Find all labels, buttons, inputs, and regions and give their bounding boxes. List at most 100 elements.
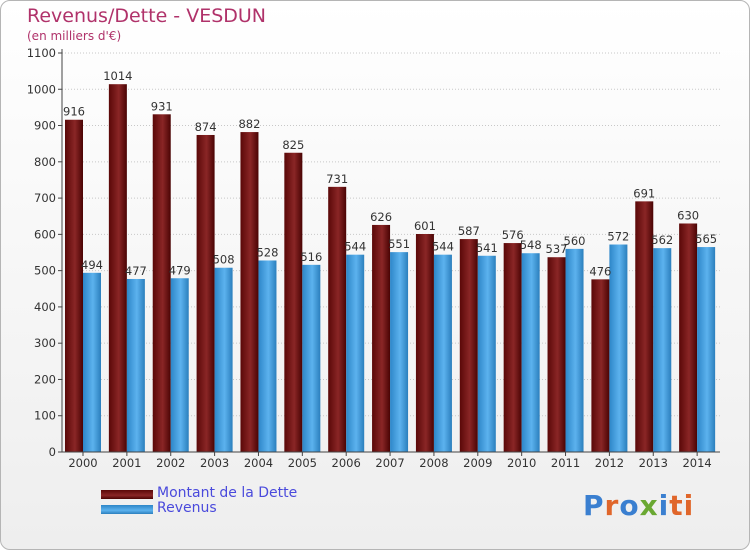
revenue-value-label: 479: [169, 263, 191, 277]
debt-value-label: 825: [282, 138, 304, 152]
revenue-bar: [653, 248, 672, 452]
revenue-value-label: 565: [695, 232, 717, 246]
debt-value-label: 601: [414, 219, 436, 233]
revenue-value-label: 516: [300, 250, 322, 264]
x-tick-label: 2002: [156, 456, 185, 470]
debt-value-label: 931: [151, 99, 173, 113]
x-tick-label: 2009: [463, 456, 492, 470]
revenue-bar: [170, 278, 189, 452]
logo-letter: t: [669, 489, 684, 522]
y-tick-label: 400: [34, 300, 56, 314]
debt-bar: [679, 223, 698, 452]
debt-value-label: 576: [502, 228, 524, 242]
revenue-bar: [390, 252, 409, 452]
revenue-bar: [214, 267, 233, 452]
x-tick-label: 2010: [507, 456, 536, 470]
chart-subtitle: (en milliers d'€): [27, 29, 122, 43]
revenue-value-label: 508: [213, 253, 235, 267]
y-tick-label: 0: [49, 445, 56, 459]
y-tick-label: 300: [34, 336, 56, 350]
debt-bar: [65, 119, 83, 452]
debt-bar: [372, 224, 391, 452]
debt-value-label: 587: [458, 224, 480, 238]
debt-bar: [284, 152, 303, 452]
debt-value-label: 1014: [103, 69, 132, 83]
revenue-bar: [346, 254, 365, 452]
logo-letter: x: [639, 489, 659, 522]
x-tick-label: 2000: [68, 456, 97, 470]
debt-bar: [591, 279, 610, 452]
revenue-bar: [521, 253, 540, 452]
legend-label-revenue: Revenus: [157, 500, 217, 516]
legend-label-debt: Montant de la Dette: [157, 485, 298, 501]
legend-swatch-revenue: [101, 505, 153, 514]
debt-bar: [503, 243, 522, 452]
debt-value-label: 626: [370, 210, 392, 224]
y-tick-label: 700: [34, 191, 56, 205]
debt-value-label: 916: [63, 105, 85, 119]
x-tick-label: 2005: [288, 456, 317, 470]
revenue-bar: [258, 260, 277, 452]
debt-bar: [459, 239, 478, 452]
x-tick-label: 2008: [419, 456, 448, 470]
x-tick-label: 2004: [244, 456, 273, 470]
debt-value-label: 882: [238, 117, 260, 131]
debt-bar: [635, 201, 654, 452]
revenue-value-label: 544: [344, 240, 366, 254]
revenue-value-label: 560: [564, 234, 586, 248]
revenue-bar: [433, 254, 452, 452]
y-tick-label: 500: [34, 264, 56, 278]
revenue-value-label: 494: [81, 258, 103, 272]
revenue-value-label: 548: [520, 238, 542, 252]
chart-title: Revenus/Dette - VESDUN: [27, 5, 267, 27]
revenue-bar: [126, 278, 145, 452]
revenue-bar: [477, 255, 496, 452]
debt-value-label: 630: [677, 208, 699, 222]
y-tick-label: 800: [34, 155, 56, 169]
debt-bar: [108, 84, 127, 452]
revenue-bar: [565, 248, 584, 452]
debt-value-label: 537: [546, 242, 568, 256]
x-tick-label: 2006: [332, 456, 361, 470]
x-tick-label: 2013: [639, 456, 668, 470]
revenue-value-label: 562: [651, 233, 673, 247]
revenue-value-label: 551: [388, 237, 410, 251]
revenue-value-label: 477: [125, 264, 147, 278]
debt-bar: [328, 186, 347, 452]
y-tick-label: 1100: [27, 46, 56, 60]
y-tick-label: 900: [34, 119, 56, 133]
x-tick-label: 2011: [551, 456, 580, 470]
revenue-bar: [302, 264, 321, 452]
y-tick-label: 100: [34, 409, 56, 423]
debt-bar: [196, 134, 215, 452]
proxiti-logo: Proxiti: [583, 489, 694, 522]
y-tick-label: 1000: [27, 82, 56, 96]
y-tick-label: 200: [34, 372, 56, 386]
revenue-value-label: 544: [432, 240, 454, 254]
debt-bar: [415, 234, 434, 452]
legend-swatch-debt: [101, 490, 153, 499]
revenue-bar: [83, 272, 101, 452]
x-tick-label: 2014: [682, 456, 711, 470]
logo-letter: r: [604, 489, 620, 522]
revenue-bar: [609, 244, 628, 452]
debt-bar: [152, 114, 171, 453]
debt-value-label: 476: [589, 264, 611, 278]
debt-bar: [240, 132, 259, 453]
logo-letter: P: [583, 489, 605, 522]
revenue-value-label: 541: [476, 241, 498, 255]
revenue-value-label: 528: [256, 245, 278, 259]
debt-value-label: 874: [195, 120, 217, 134]
y-tick-label: 600: [34, 227, 56, 241]
logo-letter: i: [658, 489, 670, 522]
x-tick-label: 2012: [595, 456, 624, 470]
debt-bar: [547, 257, 566, 452]
debt-value-label: 691: [633, 186, 655, 200]
revenue-value-label: 572: [607, 230, 629, 244]
x-tick-label: 2003: [200, 456, 229, 470]
debt-value-label: 731: [326, 172, 348, 186]
revenue-bar: [697, 247, 716, 452]
x-tick-label: 2001: [112, 456, 141, 470]
